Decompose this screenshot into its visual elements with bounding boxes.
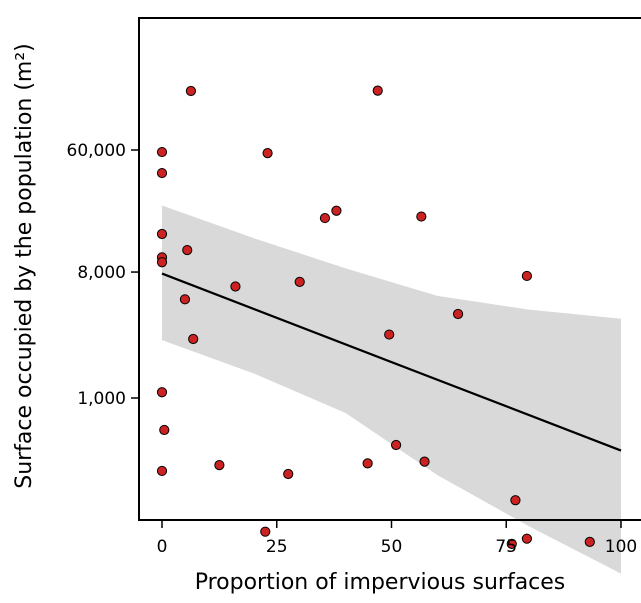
y-tick-label: 8,000	[77, 263, 126, 283]
data-point	[260, 526, 271, 537]
data-point	[452, 308, 464, 320]
data-point	[384, 329, 395, 340]
data-point	[159, 424, 170, 436]
data-point	[188, 333, 199, 345]
regression-line-layer	[161, 272, 622, 452]
y-axis-title: Surface occupied by the population (m²)	[12, 43, 37, 489]
data-point	[584, 536, 595, 547]
data-point	[319, 212, 331, 224]
data-point	[156, 387, 168, 398]
data-point	[390, 439, 402, 451]
data-point	[156, 465, 168, 477]
data-point	[510, 495, 521, 506]
data-point	[185, 85, 197, 97]
confidence-band-layer	[162, 205, 621, 574]
x-tick-label: 100	[605, 537, 637, 557]
x-tick-label: 0	[157, 537, 168, 557]
data-points-layer	[156, 85, 595, 549]
y-tick-label: 1,000	[77, 389, 126, 409]
plot-frame	[138, 17, 641, 521]
data-point	[262, 148, 273, 159]
data-point	[362, 458, 373, 469]
x-tick-label: 50	[381, 537, 403, 557]
data-point	[506, 538, 517, 549]
x-tick-label: 25	[266, 537, 288, 557]
data-point	[419, 456, 430, 467]
y-tick-label: 60,000	[67, 141, 126, 161]
x-axis-title: Proportion of impervious surfaces	[195, 570, 566, 595]
data-point	[156, 228, 168, 240]
data-point	[214, 460, 225, 471]
x-axis-ticks: 0 25 50 75 100	[157, 520, 637, 557]
data-point	[331, 205, 342, 216]
data-point	[156, 146, 168, 158]
data-point	[182, 244, 193, 256]
data-point	[156, 257, 168, 268]
y-axis-ticks: 1,000 8,000 60,000	[67, 141, 139, 409]
regression-line	[161, 272, 622, 452]
data-point	[179, 294, 191, 305]
data-point	[294, 276, 305, 287]
data-point	[230, 281, 241, 292]
confidence-band	[162, 205, 621, 574]
data-point	[521, 533, 533, 544]
data-point	[416, 211, 427, 222]
data-point	[521, 270, 533, 282]
data-point	[156, 167, 168, 179]
data-point	[283, 468, 294, 480]
data-point	[372, 85, 383, 96]
x-tick-label: 75	[495, 537, 517, 557]
